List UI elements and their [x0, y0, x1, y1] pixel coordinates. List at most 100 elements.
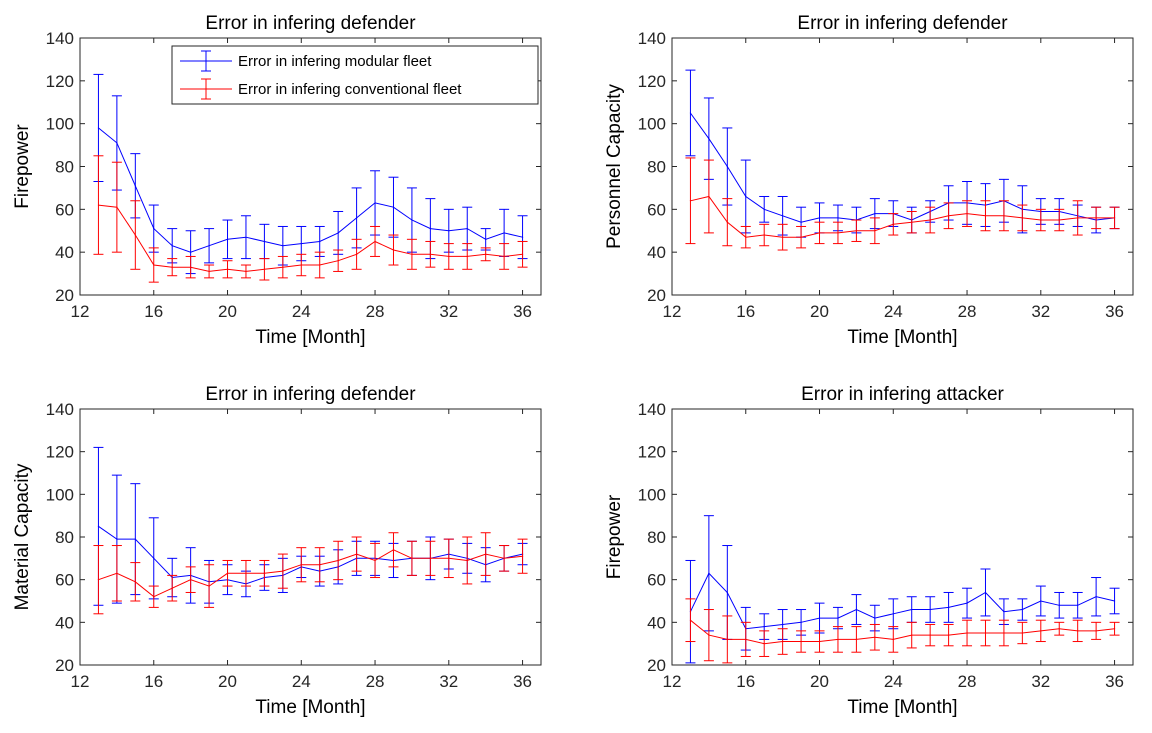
- data-point: [763, 208, 765, 210]
- series-line: [690, 619, 1115, 645]
- data-point: [911, 634, 913, 636]
- error-bar: [204, 228, 215, 264]
- y-tick-label: 120: [638, 443, 666, 462]
- y-tick-label: 100: [638, 485, 666, 504]
- data-point: [818, 217, 821, 219]
- error-bar: [796, 225, 807, 249]
- error-bar: [980, 200, 991, 232]
- data-point: [319, 264, 321, 266]
- error-bar: [388, 176, 399, 238]
- error-bar: [869, 217, 880, 245]
- legend-item-modular: Error in infering modular fleet: [180, 50, 432, 72]
- data-point: [874, 636, 876, 638]
- data-point: [689, 112, 692, 114]
- error-bar: [443, 243, 454, 270]
- error-bar: [703, 609, 714, 662]
- error-bar: [980, 568, 991, 617]
- series-conventional: [685, 157, 1120, 251]
- data-point: [374, 202, 376, 204]
- y-tick-label: 120: [638, 72, 666, 91]
- data-point: [153, 596, 155, 598]
- error-bar: [925, 206, 936, 234]
- y-tick-label: 80: [647, 158, 666, 177]
- error-bar: [777, 628, 788, 655]
- error-bar: [1072, 591, 1083, 619]
- error-bar: [517, 538, 528, 574]
- data-point: [116, 206, 118, 208]
- data-point: [448, 230, 450, 232]
- data-point: [689, 200, 692, 202]
- y-tick-label: 100: [638, 115, 666, 134]
- data-point: [800, 236, 802, 238]
- data-point: [855, 230, 858, 232]
- data-point: [411, 557, 413, 559]
- x-tick-label: 20: [218, 302, 237, 321]
- error-bar: [480, 532, 491, 576]
- data-point: [521, 555, 524, 557]
- x-axis-label: Time [Month]: [847, 327, 957, 348]
- x-tick-label: 12: [71, 672, 90, 691]
- data-point: [97, 127, 100, 129]
- data-point: [763, 643, 765, 645]
- error-bar: [185, 255, 196, 279]
- data-point: [448, 255, 450, 258]
- legend: Error in infering modular fleet Error in …: [171, 45, 539, 105]
- error-bar: [314, 547, 325, 583]
- data-point: [356, 253, 358, 255]
- data-point: [116, 572, 118, 574]
- data-point: [874, 213, 876, 215]
- data-point: [485, 253, 487, 255]
- data-point: [818, 640, 821, 643]
- error-bar: [259, 559, 270, 587]
- error-bar: [1054, 591, 1065, 619]
- data-point: [153, 264, 155, 266]
- series-conventional: [685, 598, 1120, 664]
- error-bar: [1109, 621, 1120, 636]
- data-point: [708, 195, 710, 198]
- data-point: [800, 640, 802, 643]
- error-bar: [796, 630, 807, 653]
- error-bar: [130, 200, 141, 270]
- x-tick-label: 32: [439, 302, 458, 321]
- data-point: [337, 260, 339, 262]
- error-bar: [906, 621, 917, 649]
- chart-title: Error in infering attacker: [801, 384, 1004, 405]
- series-line: [98, 549, 523, 598]
- data-point: [818, 232, 821, 234]
- data-point: [245, 236, 247, 238]
- data-point: [208, 245, 210, 247]
- data-point: [1095, 596, 1097, 598]
- data-point: [1021, 632, 1023, 634]
- error-bar: [1035, 619, 1046, 643]
- data-point: [300, 243, 302, 245]
- data-point: [911, 221, 913, 223]
- error-bar: [943, 202, 954, 230]
- y-tick-label: 60: [647, 200, 666, 219]
- data-point: [485, 553, 487, 555]
- series-line: [98, 204, 523, 272]
- error-bar: [130, 562, 141, 602]
- error-bar: [499, 545, 510, 572]
- error-bar: [314, 225, 325, 257]
- y-tick-label: 80: [647, 528, 666, 547]
- x-tick-label: 20: [810, 302, 829, 321]
- data-point: [1058, 628, 1060, 630]
- data-point: [356, 217, 358, 219]
- data-point: [1077, 630, 1079, 632]
- error-bar: [167, 574, 178, 602]
- data-point: [726, 591, 728, 594]
- error-bar: [759, 630, 770, 657]
- error-bar: [1109, 587, 1120, 615]
- error-bar: [814, 630, 825, 653]
- error-bar: [722, 198, 733, 247]
- data-point: [208, 585, 210, 587]
- chart-panel-4: 12 16 20 24 28 32 36 20 40 60 80 100 120 140 Error in …: [604, 384, 1134, 718]
- error-bar: [111, 545, 122, 602]
- x-tick-label: 36: [513, 302, 532, 321]
- data-point: [116, 538, 118, 540]
- error-bar: [204, 564, 215, 608]
- y-tick-label: 60: [55, 200, 74, 219]
- data-point: [521, 236, 524, 238]
- y-tick-label: 120: [46, 443, 74, 462]
